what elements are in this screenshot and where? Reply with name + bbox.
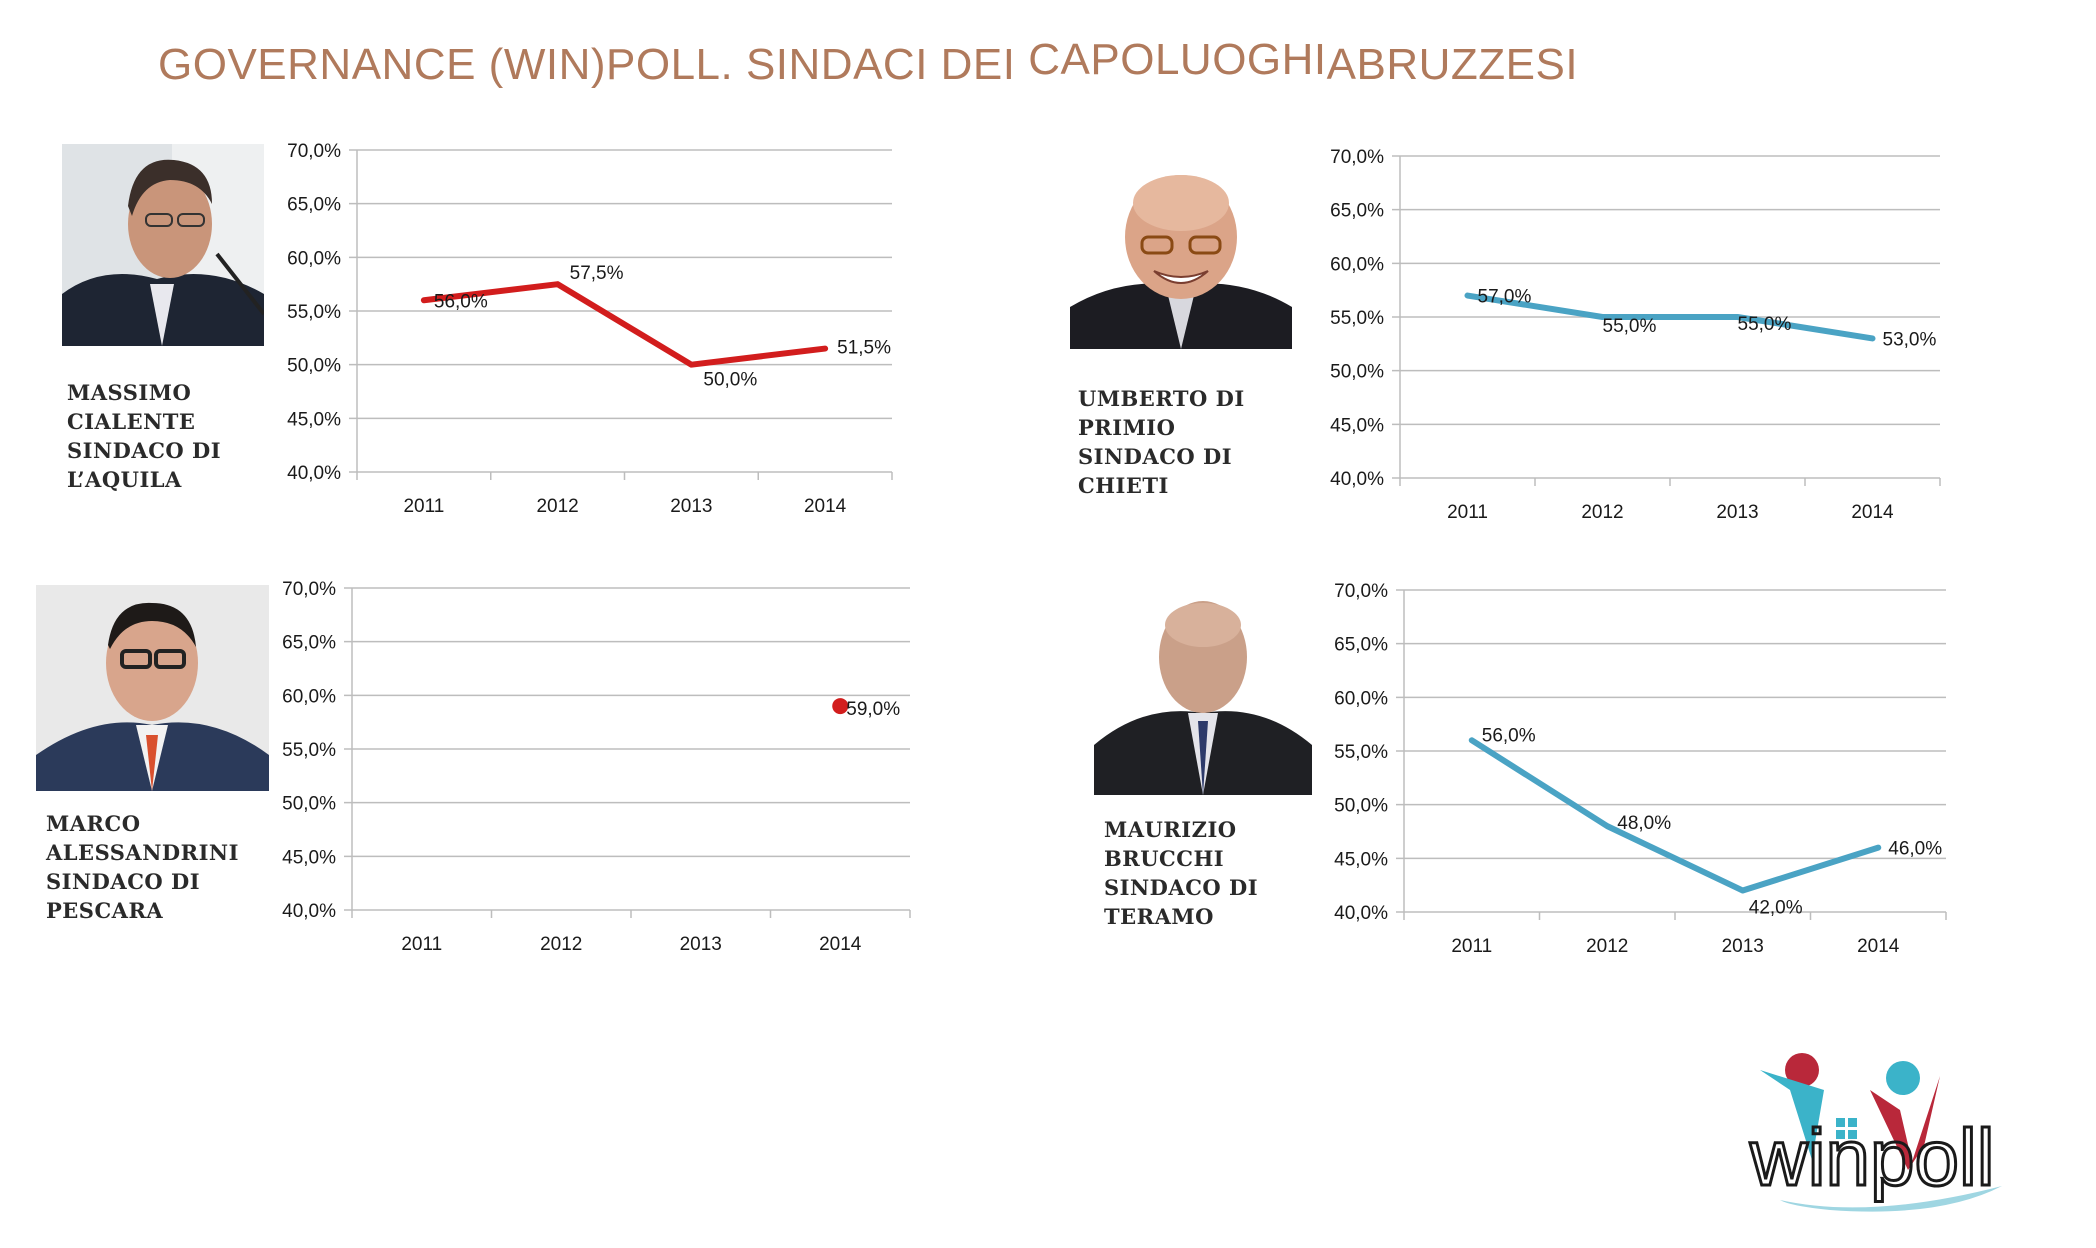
data-label: 48,0% xyxy=(1617,813,1671,834)
y-tick-label: 55,0% xyxy=(1334,742,1388,763)
x-tick-label: 2011 xyxy=(403,496,444,517)
x-tick-label: 2013 xyxy=(1722,936,1764,957)
caption-line: PRIMIO xyxy=(1078,415,1176,440)
y-tick-label: 60,0% xyxy=(287,248,341,269)
caption-cialente: MASSIMO CIALENTE SINDACO DI L’AQUILA xyxy=(67,378,297,494)
caption-line: SINDACO DI xyxy=(46,869,201,894)
y-tick-label: 65,0% xyxy=(287,195,341,216)
data-label: 57,0% xyxy=(1478,287,1532,308)
caption-line: MARCO xyxy=(46,811,141,836)
y-tick-label: 60,0% xyxy=(282,686,336,707)
caption-alessandrini: MARCO ALESSANDRINI SINDACO DI PESCARA xyxy=(46,809,276,925)
title-part-3: ABRUZZESI xyxy=(1326,40,1579,89)
caption-line: ALESSANDRINI xyxy=(46,840,239,865)
y-tick-label: 55,0% xyxy=(282,740,336,761)
caption-line: SINDACO DI xyxy=(1104,875,1259,900)
y-tick-label: 70,0% xyxy=(1330,147,1384,168)
series-line xyxy=(420,281,829,368)
y-tick-label: 40,0% xyxy=(1330,469,1384,490)
x-tick-label: 2014 xyxy=(819,934,862,955)
caption-brucchi: MAURIZIO BRUCCHI SINDACO DI TERAMO xyxy=(1104,815,1334,931)
caption-line: L’AQUILA xyxy=(67,467,182,492)
x-tick-label: 2011 xyxy=(1447,502,1488,523)
y-tick-label: 70,0% xyxy=(287,141,341,162)
title-part-1: GOVERNANCE (WIN)POLL. SINDACI DEI xyxy=(158,40,1016,89)
data-label: 56,0% xyxy=(434,291,488,312)
photo-cialente xyxy=(62,144,264,346)
x-tick-label: 2014 xyxy=(1851,502,1894,523)
y-tick-label: 70,0% xyxy=(282,579,336,600)
caption-line: CIALENTE xyxy=(67,409,196,434)
y-tick-label: 60,0% xyxy=(1330,254,1384,275)
x-tick-label: 2011 xyxy=(401,934,442,955)
y-tick-label: 65,0% xyxy=(282,633,336,654)
x-tick-label: 2014 xyxy=(1857,936,1900,957)
data-label: 56,0% xyxy=(1482,725,1536,746)
caption-line: TERAMO xyxy=(1104,904,1214,929)
photo-di-primio xyxy=(1070,167,1292,349)
data-label: 51,5% xyxy=(837,338,891,359)
y-tick-label: 65,0% xyxy=(1334,635,1388,656)
y-tick-label: 50,0% xyxy=(1334,796,1388,817)
caption-line: CHIETI xyxy=(1078,473,1169,498)
y-tick-label: 50,0% xyxy=(287,356,341,377)
data-label: 42,0% xyxy=(1749,898,1803,919)
x-tick-label: 2014 xyxy=(804,496,847,517)
x-tick-label: 2013 xyxy=(680,934,722,955)
x-tick-label: 2012 xyxy=(1586,936,1628,957)
chart-aquila: 70,0% 65,0% 60,0% 55,0% 50,0% 45,0% 40,0% 2011 2… xyxy=(287,141,893,517)
y-tick-label: 45,0% xyxy=(1334,849,1388,870)
data-label: 59,0% xyxy=(846,699,900,720)
y-tick-label: 45,0% xyxy=(1330,415,1384,436)
x-tick-label: 2013 xyxy=(1716,502,1758,523)
y-tick-label: 50,0% xyxy=(282,794,336,815)
caption-line: SINDACO DI xyxy=(1078,444,1233,469)
caption-line: MAURIZIO xyxy=(1104,817,1237,842)
y-tick-label: 60,0% xyxy=(1334,688,1388,709)
y-tick-label: 45,0% xyxy=(282,847,336,868)
logo-dot-blue xyxy=(1886,1061,1920,1095)
data-label: 50,0% xyxy=(703,370,757,391)
caption-line: SINDACO DI xyxy=(67,438,222,463)
y-tick-label: 55,0% xyxy=(287,302,341,323)
caption-line: UMBERTO DI xyxy=(1078,386,1245,411)
y-tick-label: 55,0% xyxy=(1330,308,1384,329)
x-tick-label: 2013 xyxy=(670,496,712,517)
series-line xyxy=(1468,737,1882,894)
photo-alessandrini xyxy=(36,585,269,791)
series-line xyxy=(1464,292,1876,342)
winpoll-logo: winpoll xyxy=(1748,1053,2002,1212)
photo-brucchi xyxy=(1094,595,1312,795)
y-tick-label: 40,0% xyxy=(282,901,336,922)
x-tick-label: 2011 xyxy=(1451,936,1492,957)
chart-pescara: 70,0% 65,0% 60,0% 55,0% 50,0% 45,0% 40,0% 2011 2… xyxy=(282,579,911,955)
chart-teramo: 70,0% 65,0% 60,0% 55,0% 50,0% 45,0% 40,0% 2011 2… xyxy=(1334,581,1947,957)
logo-dot-red xyxy=(1785,1053,1819,1087)
data-label: 53,0% xyxy=(1883,329,1937,350)
caption-di-primio: UMBERTO DI PRIMIO SINDACO DI CHIETI xyxy=(1078,384,1308,500)
y-tick-label: 70,0% xyxy=(1334,581,1388,602)
data-label: 55,0% xyxy=(1603,316,1657,337)
y-tick-label: 45,0% xyxy=(287,409,341,430)
data-point xyxy=(832,698,849,715)
chart-chieti: 70,0% 65,0% 60,0% 55,0% 50,0% 45,0% 40,0% 2011 2… xyxy=(1330,147,1941,523)
data-label: 46,0% xyxy=(1888,839,1942,860)
x-tick-label: 2012 xyxy=(540,934,582,955)
y-tick-label: 50,0% xyxy=(1330,362,1384,383)
x-tick-label: 2012 xyxy=(536,496,578,517)
y-tick-label: 40,0% xyxy=(287,463,341,484)
data-label: 57,5% xyxy=(570,263,624,284)
caption-line: MASSIMO xyxy=(67,380,192,405)
caption-line: BRUCCHI xyxy=(1104,846,1225,871)
y-tick-label: 65,0% xyxy=(1330,201,1384,222)
y-tick-label: 40,0% xyxy=(1334,903,1388,924)
title-part-2: CAPOLUOGHI xyxy=(1028,35,1327,84)
data-label: 55,0% xyxy=(1738,314,1792,335)
caption-line: PESCARA xyxy=(46,898,164,923)
logo-text: winpoll xyxy=(1749,1113,1995,1202)
x-tick-label: 2012 xyxy=(1581,502,1623,523)
page-title: GOVERNANCE (WIN)POLL. SINDACI DEI CAPOLU… xyxy=(158,35,1579,90)
